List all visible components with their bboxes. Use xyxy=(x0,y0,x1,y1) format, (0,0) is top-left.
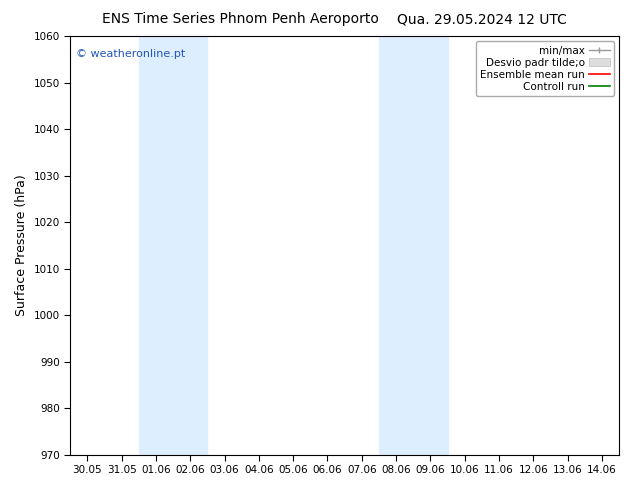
Bar xyxy=(379,36,448,455)
Bar xyxy=(139,36,207,455)
Y-axis label: Surface Pressure (hPa): Surface Pressure (hPa) xyxy=(15,174,28,316)
Text: © weatheronline.pt: © weatheronline.pt xyxy=(75,49,185,59)
Legend: min/max, Desvio padr tilde;o, Ensemble mean run, Controll run: min/max, Desvio padr tilde;o, Ensemble m… xyxy=(476,41,614,96)
Text: ENS Time Series Phnom Penh Aeroporto: ENS Time Series Phnom Penh Aeroporto xyxy=(103,12,379,26)
Text: Qua. 29.05.2024 12 UTC: Qua. 29.05.2024 12 UTC xyxy=(397,12,567,26)
